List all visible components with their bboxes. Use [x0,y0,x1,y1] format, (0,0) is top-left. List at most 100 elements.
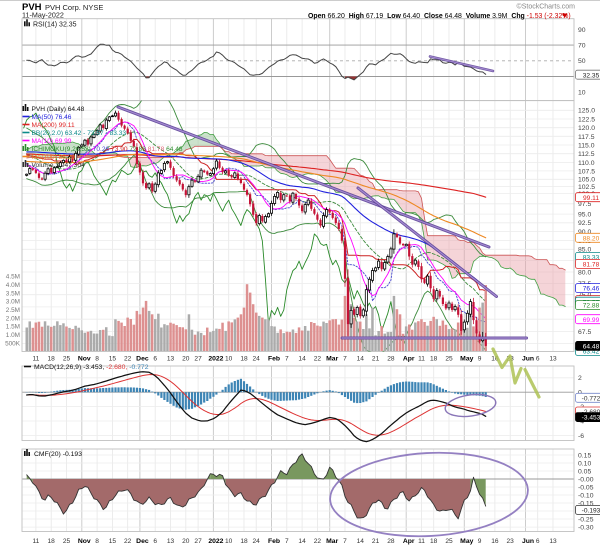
svg-text:117.5: 117.5 [578,134,595,141]
svg-text:92.5: 92.5 [578,220,591,227]
svg-text:25: 25 [63,356,71,363]
svg-text:Feb: Feb [268,356,280,363]
svg-text:23: 23 [507,538,515,545]
svg-text:9: 9 [478,356,482,363]
svg-text:4.5M: 4.5M [6,274,20,281]
svg-text:RSI(14) 32.35: RSI(14) 32.35 [33,21,77,28]
svg-text:105.0: 105.0 [578,177,595,184]
svg-text:PVH (Daily) 64.48: PVH (Daily) 64.48 [32,106,85,113]
svg-text:6: 6 [153,356,157,363]
svg-text:14: 14 [357,538,365,545]
svg-text:11: 11 [418,356,425,363]
svg-text:27: 27 [194,538,202,545]
svg-text:95.0: 95.0 [578,212,591,219]
svg-text:8: 8 [95,538,99,545]
svg-text:10: 10 [225,538,233,545]
svg-text:Jun: Jun [522,538,534,545]
svg-text:ICHIMOKU(9,26,52) 70.26 73.90: ICHIMOKU(9,26,52) 70.26 73.90 72.88 81.7… [32,146,183,153]
svg-text:18: 18 [48,538,56,545]
svg-text:10: 10 [578,90,586,97]
svg-text:4.0M: 4.0M [6,282,20,289]
svg-text:25: 25 [445,356,453,363]
svg-text:Apr: Apr [403,356,415,363]
svg-text:2.5M: 2.5M [6,307,20,314]
svg-text:107.5: 107.5 [578,168,595,175]
svg-text:24: 24 [253,356,261,363]
svg-text:112.5: 112.5 [578,151,595,158]
svg-text:28: 28 [387,356,395,363]
svg-text:15: 15 [109,538,117,545]
svg-text:May: May [460,356,473,363]
svg-text:97.5: 97.5 [578,201,591,208]
svg-text:6: 6 [536,538,540,545]
svg-text:BB(20,2.0) 63.42 - 73.57 - 83.: BB(20,2.0) 63.42 - 73.57 - 83.33 [32,130,127,137]
svg-text:MACD(12,26,9) -3.453, -2.680,: MACD(12,26,9) -3.453, -2.680, -0.772 [34,364,149,371]
svg-text:22: 22 [124,538,132,545]
svg-text:CMF(20) -0.193: CMF(20) -0.193 [34,451,82,458]
svg-text:1.0M: 1.0M [6,332,20,339]
svg-text:24: 24 [253,538,261,545]
svg-text:0.10: 0.10 [578,460,591,467]
svg-text:81.78: 81.78 [583,262,600,269]
svg-text:110.0: 110.0 [578,160,595,167]
svg-text:7: 7 [285,538,289,545]
svg-text:20: 20 [182,538,190,545]
svg-text:2.0M: 2.0M [6,315,20,322]
svg-text:Dec: Dec [136,538,149,545]
svg-text:-0.772: -0.772 [582,395,600,402]
svg-text:11: 11 [418,538,425,545]
svg-text:21: 21 [372,356,380,363]
svg-text:90: 90 [578,27,586,34]
svg-text:©StockCharts.com: ©StockCharts.com [517,3,576,11]
svg-text:0.15: 0.15 [578,452,591,459]
svg-text:14: 14 [298,356,306,363]
svg-text:6: 6 [153,538,157,545]
svg-text:Volume 3,947,304: Volume 3,947,304 [32,162,85,169]
svg-text:102.5: 102.5 [578,184,595,191]
svg-text:-0.10: -0.10 [578,492,594,499]
svg-text:Mar: Mar [326,356,338,363]
svg-text:120.0: 120.0 [578,125,595,132]
svg-text:20: 20 [182,356,190,363]
svg-text:70: 70 [578,43,586,50]
svg-text:27: 27 [194,356,202,363]
svg-text:13: 13 [167,356,175,363]
svg-text:18: 18 [240,356,248,363]
svg-text:22: 22 [314,356,322,363]
svg-text:18: 18 [240,538,248,545]
svg-text:2: 2 [578,375,582,382]
svg-text:2022: 2022 [208,356,223,363]
svg-text:3.5M: 3.5M [6,290,20,297]
svg-text:-0.30: -0.30 [578,525,594,532]
svg-text:Apr: Apr [403,538,415,545]
svg-text:7: 7 [343,356,347,363]
svg-text:18: 18 [430,356,438,363]
svg-text:13: 13 [167,538,175,545]
svg-text:28: 28 [387,538,395,545]
svg-text:16: 16 [491,538,499,545]
svg-text:1.5M: 1.5M [6,324,20,331]
svg-text:May: May [460,538,473,545]
svg-text:11: 11 [32,356,39,363]
svg-text:500K: 500K [5,340,21,347]
svg-text:22: 22 [314,538,322,545]
svg-text:13: 13 [549,356,557,363]
svg-text:10: 10 [225,356,233,363]
svg-text:11-May-2022: 11-May-2022 [22,10,64,19]
svg-text:-0.25: -0.25 [578,516,594,523]
svg-text:9: 9 [478,538,482,545]
svg-text:125.0: 125.0 [578,108,595,115]
svg-text:11: 11 [32,538,39,545]
svg-text:Nov: Nov [78,538,91,545]
svg-text:25: 25 [63,538,71,545]
svg-text:25: 25 [445,538,453,545]
svg-text:-3.453: -3.453 [582,415,600,422]
svg-text:80.0: 80.0 [578,269,591,276]
svg-text:15: 15 [109,356,117,363]
svg-text:-6: -6 [578,433,584,440]
svg-text:72.88: 72.88 [583,303,600,310]
svg-text:-0.193: -0.193 [582,508,600,515]
svg-text:MA(50) 76.46: MA(50) 76.46 [32,114,72,121]
svg-text:115.0: 115.0 [578,142,595,149]
svg-text:14: 14 [298,538,306,545]
